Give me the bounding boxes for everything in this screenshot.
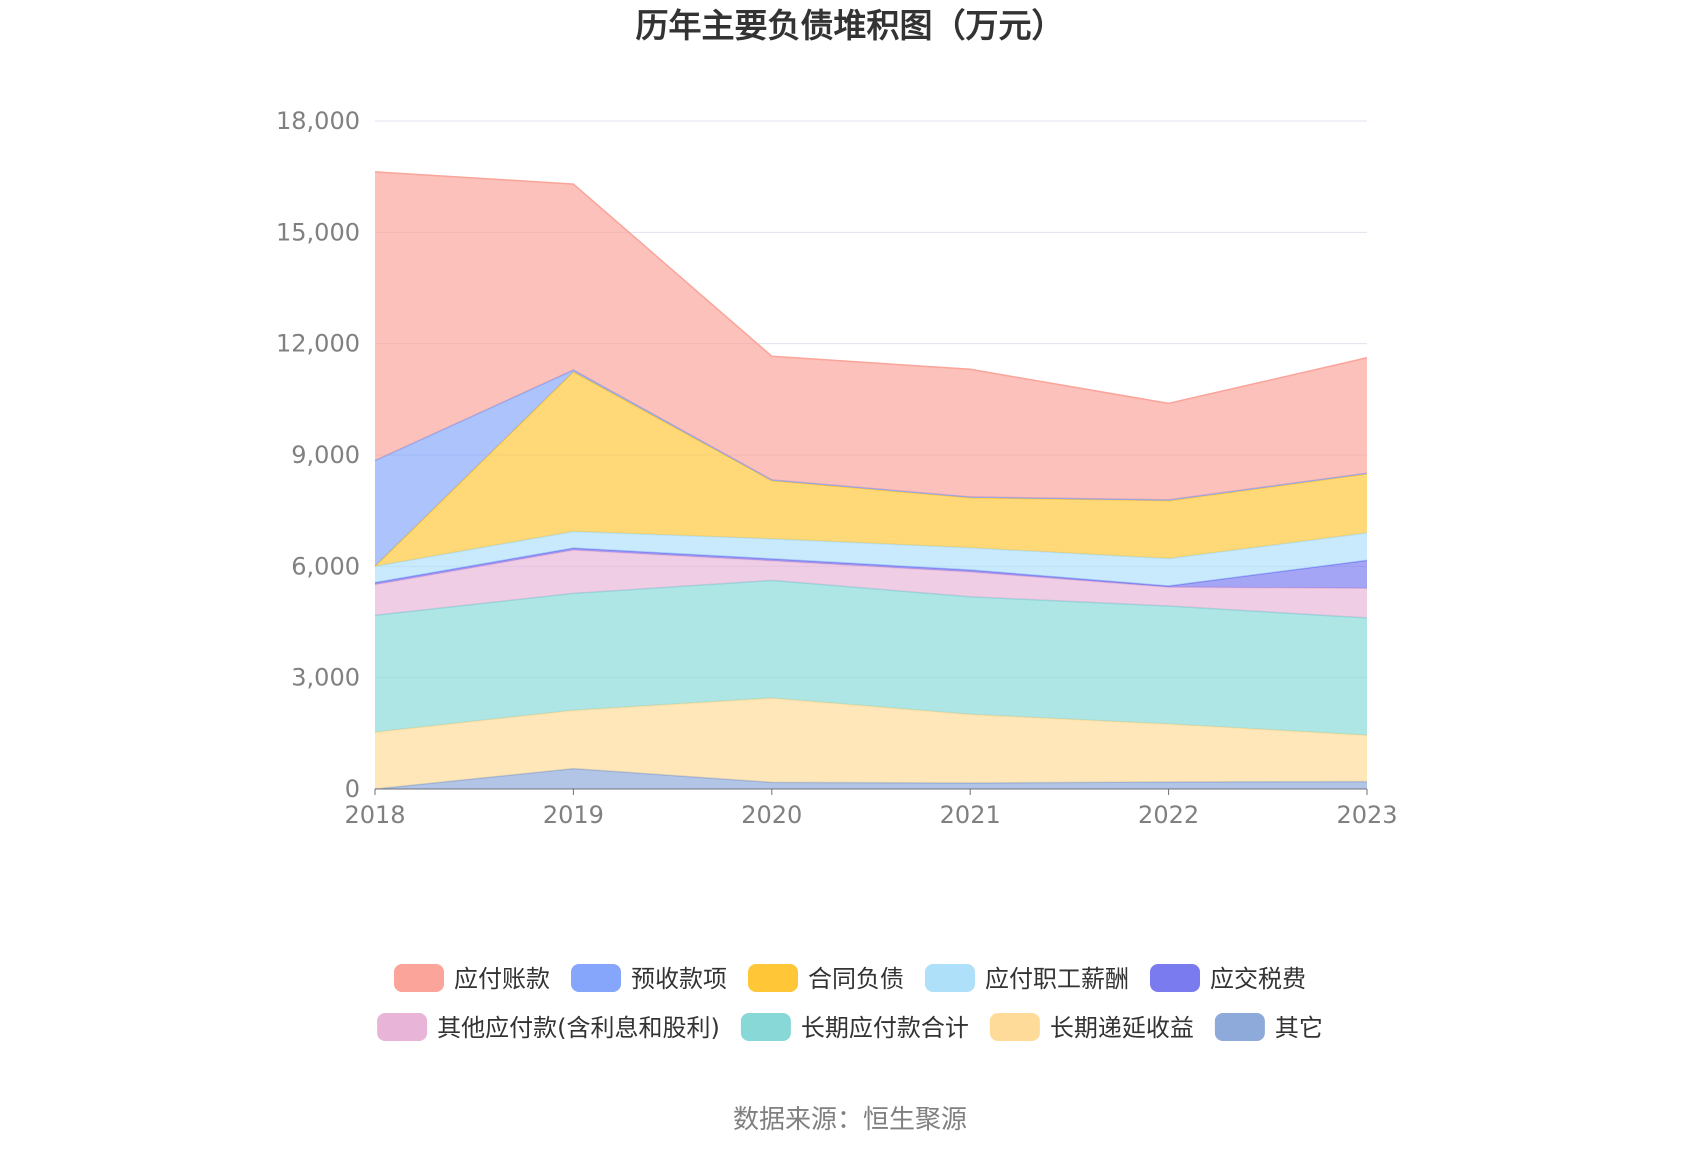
legend-label: 预收款项 [631,965,727,993]
y-tick-label: 0 [345,775,360,803]
area-6 [375,371,1367,567]
y-tick-label: 12,000 [276,330,360,358]
legend-item: 应付职工薪酬 [925,964,1129,993]
area-series-layer [374,171,1368,790]
legend-swatch [989,1013,1040,1041]
x-tick-label: 2020 [741,801,802,829]
axes: 0 3,000 6,000 9,000 12,000 15,000 18,000 2018 20… [276,107,1398,829]
legend-item: 其它 [1214,1013,1323,1042]
legend-label: 其他应付款(含利息和股利) [437,1014,720,1042]
source-note: 数据来源：恒生聚源 [733,1105,967,1135]
y-tick-label: 18,000 [276,107,360,135]
legend-label: 应付职工薪酬 [985,965,1129,993]
legend-swatch [1150,964,1200,992]
legend-label: 长期应付款合计 [801,1014,969,1042]
area-4 [375,548,1367,589]
y-tick-label: 15,000 [276,218,360,246]
legend-item: 应交税费 [1150,964,1306,993]
legend-swatch [740,1013,791,1041]
y-tick-label: 3,000 [291,664,360,692]
area-0 [375,768,1367,789]
legend-label: 合同负债 [808,965,904,993]
legend-item: 应付账款 [394,964,550,993]
x-tick-label: 2019 [543,801,604,829]
legend-item: 长期应付款合计 [740,1013,969,1042]
legend-swatch [1214,1013,1265,1041]
x-tick-label: 2021 [940,801,1001,829]
legend-item: 合同负债 [748,964,904,993]
area-2 [375,580,1367,736]
x-tick-label: 2022 [1138,801,1199,829]
legend-item: 预收款项 [571,964,727,993]
legend-item: 其他应付款(含利息和股利) [377,1013,720,1042]
chart-title: 历年主要负债堆积图（万元） [636,6,1065,45]
legend-swatch [571,964,621,992]
area-5 [375,531,1367,587]
y-tick-label: 9,000 [291,441,360,469]
x-tick-label: 2018 [344,801,405,829]
legend-label: 长期递延收益 [1050,1014,1194,1042]
legend-swatch [377,1013,428,1041]
legend-item: 长期递延收益 [989,1013,1194,1042]
legend-label: 其它 [1275,1014,1323,1042]
legend-swatch [394,964,444,992]
legend-label: 应付账款 [454,965,550,993]
legend-label: 应交税费 [1210,965,1306,993]
area-1 [375,698,1367,789]
x-tick-label: 2023 [1336,801,1397,829]
legend-swatch [925,964,975,992]
area-8 [375,171,1367,500]
series-8 [374,171,1368,500]
y-tick-label: 6,000 [291,552,360,580]
area-3 [375,550,1367,618]
line-8 [374,171,1368,405]
legend-swatch [748,964,798,992]
